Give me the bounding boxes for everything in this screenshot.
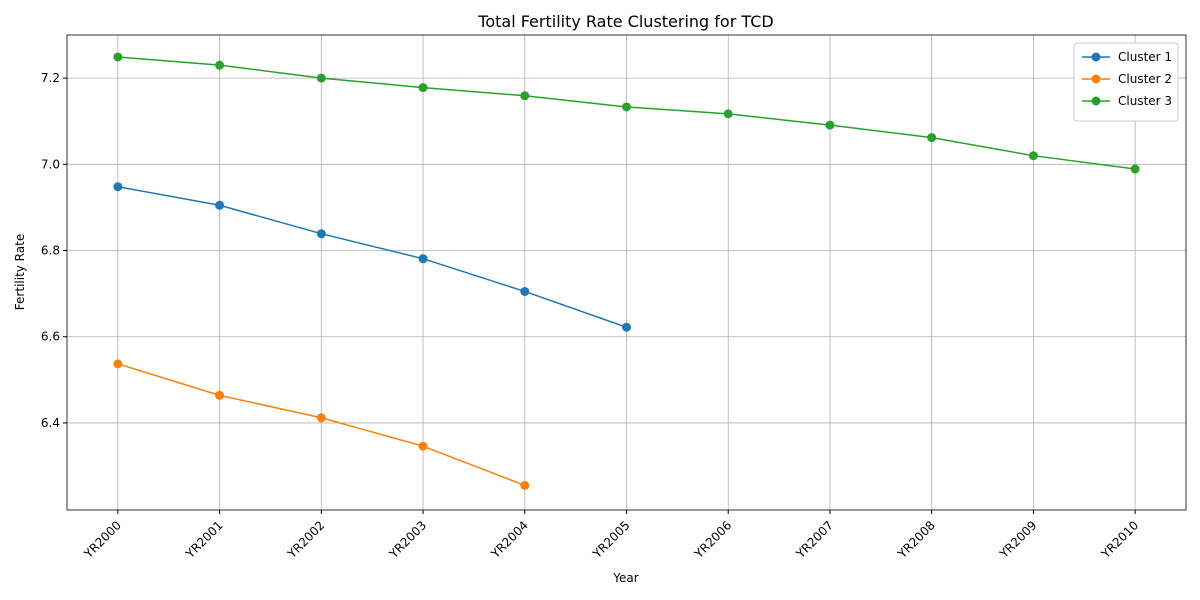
point — [418, 254, 428, 264]
point — [316, 413, 326, 423]
y-tick-label: 6.6 — [41, 330, 60, 344]
y-tick-label: 6.8 — [41, 244, 60, 258]
y-tick-label: 7.2 — [41, 71, 60, 85]
point — [418, 83, 428, 93]
point — [316, 229, 326, 239]
point — [927, 133, 937, 143]
legend-marker — [1091, 52, 1101, 62]
series-line — [117, 185, 627, 328]
legend-marker — [1091, 74, 1101, 84]
legend-label: Cluster 3 — [1118, 94, 1172, 108]
point — [520, 480, 530, 490]
legend-marker — [1091, 96, 1101, 106]
chart-title: Total Fertility Rate Clustering for TCD — [477, 12, 773, 31]
point — [215, 60, 225, 70]
point — [215, 390, 225, 400]
y-tick-label: 6.4 — [41, 416, 60, 430]
point — [1028, 151, 1038, 161]
y-tick-label: 7.0 — [41, 157, 60, 171]
point — [316, 73, 326, 83]
point — [113, 359, 123, 369]
point — [113, 52, 123, 62]
point — [215, 200, 225, 210]
point — [1130, 164, 1140, 174]
plot-frame — [66, 34, 1187, 511]
legend-label: Cluster 2 — [1118, 72, 1172, 86]
point — [723, 109, 733, 119]
point — [622, 102, 631, 112]
point — [622, 322, 631, 332]
point — [113, 182, 123, 192]
y-axis-label: Fertility Rate — [13, 234, 27, 310]
point — [520, 286, 530, 296]
point — [825, 120, 835, 130]
point — [418, 441, 428, 451]
x-axis-label: Year — [612, 571, 638, 585]
point — [520, 91, 530, 101]
legend-label: Cluster 1 — [1118, 50, 1172, 64]
